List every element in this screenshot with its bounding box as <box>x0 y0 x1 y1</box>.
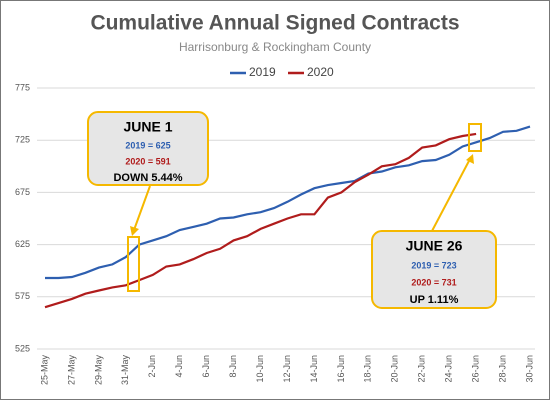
x-tick-label: 29-May <box>93 355 103 386</box>
x-tick-label: 14-Jun <box>309 355 319 383</box>
highlight <box>468 123 482 152</box>
callout-text: UP 1.11% <box>410 294 459 306</box>
x-tick-label: 28-Jun <box>497 355 507 383</box>
callout-text: 2020 = 591 <box>125 156 170 166</box>
x-tick-label: 31-May <box>120 355 130 386</box>
arrow <box>431 158 471 232</box>
x-tick-label: 10-Jun <box>255 355 265 383</box>
x-tick-label: 6-Jun <box>201 355 211 378</box>
y-tick-label: 575 <box>15 291 30 301</box>
callout <box>371 230 497 309</box>
callout-text: DOWN 5.44% <box>113 172 182 184</box>
callout-text: 2019 = 723 <box>411 260 456 270</box>
y-tick-label: 725 <box>15 135 30 145</box>
legend-label: 2019 <box>249 65 276 79</box>
callout-text: 2019 = 625 <box>125 140 170 150</box>
chart-subtitle: Harrisonburg & Rockingham County <box>179 40 371 54</box>
highlight <box>127 236 140 292</box>
x-tick-label: 30-Jun <box>524 355 534 383</box>
x-tick-label: 25-May <box>39 355 49 386</box>
line <box>45 125 531 280</box>
x-tick-label: 16-Jun <box>336 355 346 383</box>
callout <box>87 111 209 186</box>
line <box>44 132 477 309</box>
arrow-head <box>466 154 474 164</box>
y-tick-label: 775 <box>15 82 30 92</box>
callout-text: 2020 = 731 <box>411 277 456 287</box>
y-tick-label: 675 <box>15 187 30 197</box>
x-tick-label: 8-Jun <box>228 355 238 378</box>
x-tick-label: 18-Jun <box>363 355 373 383</box>
chart-title: Cumulative Annual Signed Contracts <box>90 12 459 35</box>
x-tick-label: 2-Jun <box>147 355 157 378</box>
x-tick-label: 24-Jun <box>444 355 454 383</box>
legend-label: 2020 <box>307 65 334 79</box>
x-tick-label: 22-Jun <box>417 355 427 383</box>
layer: JUNE 1 2019 = 625 2020 = 591 DOWN 5.44% JUNE… <box>87 111 497 309</box>
x-tick-label: 27-May <box>66 355 76 386</box>
y-tick-label: 625 <box>15 239 30 249</box>
x-tick-label: 26-Jun <box>470 355 480 383</box>
callout-text: JUNE 1 <box>123 119 172 135</box>
arrow <box>133 185 151 231</box>
y-tick-label: 525 <box>15 343 30 353</box>
callout-text: JUNE 26 <box>406 238 463 254</box>
arrow-head <box>130 226 139 236</box>
x-tick-label: 20-Jun <box>390 355 400 383</box>
x-tick-label: 12-Jun <box>282 355 292 383</box>
x-tick-label: 4-Jun <box>174 355 184 378</box>
